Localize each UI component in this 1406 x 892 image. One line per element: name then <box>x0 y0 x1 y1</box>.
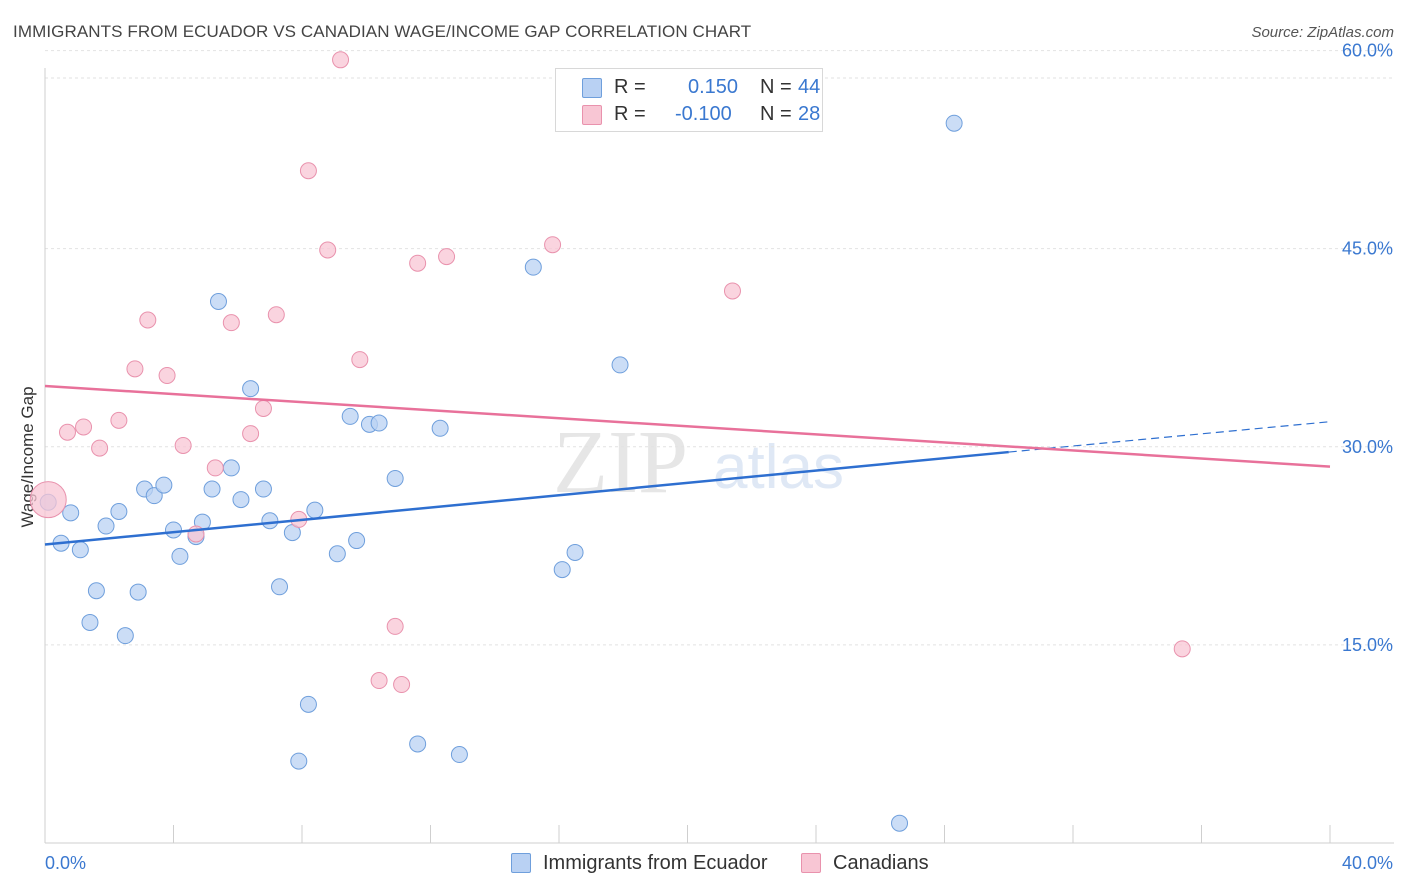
canadians-legend-swatch <box>801 853 821 873</box>
ecuador-point <box>254 480 272 498</box>
ecuador-point <box>306 501 324 519</box>
source-label: Source: ZipAtlas.com <box>1251 24 1394 41</box>
chart-title: IMMIGRANTS FROM ECUADOR VS CANADIAN WAGE… <box>13 22 752 41</box>
canadians-swatch <box>582 105 602 125</box>
ecuador-point <box>450 746 468 764</box>
ecuador-legend-swatch <box>511 853 531 873</box>
canadians-point <box>206 459 224 477</box>
ecuador-legend-label: Immigrants from Ecuador <box>543 852 768 874</box>
ecuador-point <box>97 517 115 535</box>
ecuador-point <box>209 293 227 311</box>
ecuador-point <box>203 480 221 498</box>
canadians-point <box>438 248 456 266</box>
ecuador-point <box>524 258 542 276</box>
canadians-point <box>370 672 388 690</box>
r-value: -0.100 <box>675 103 732 125</box>
stats-legend: R = 0.150 N = 44 R = -0.100 N = 28 <box>555 68 823 132</box>
ecuador-point <box>891 814 909 832</box>
canadians-point <box>319 241 337 259</box>
ecuador-point <box>370 414 388 432</box>
y-tick-label: 60.0% <box>1342 41 1393 61</box>
ecuador-point <box>611 356 629 374</box>
ecuador-point <box>553 561 571 579</box>
canadians-point <box>299 162 317 180</box>
canadians-point <box>409 254 427 272</box>
canadians-point <box>544 236 562 254</box>
canadians-point <box>332 51 350 69</box>
ecuador-point <box>71 541 89 559</box>
ecuador-trend-extension <box>1008 421 1331 453</box>
canadians-point <box>110 411 128 429</box>
canadians-point <box>75 418 93 436</box>
r-label: R = <box>614 76 646 98</box>
ecuador-point <box>145 487 163 505</box>
ecuador-point <box>110 502 128 520</box>
ecuador-point <box>566 543 584 561</box>
ecuador-swatch <box>582 78 602 98</box>
canadians-point <box>1173 640 1191 658</box>
watermark-atlas: atlas <box>713 433 844 502</box>
ecuador-point <box>386 469 404 487</box>
canadians-point <box>351 351 369 369</box>
ecuador-point <box>431 419 449 437</box>
ecuador-point <box>87 582 105 600</box>
ecuador-point <box>299 695 317 713</box>
ecuador-point <box>261 512 279 530</box>
n-label: N = <box>760 76 792 98</box>
ecuador-point <box>271 578 289 596</box>
x-tick-label: 40.0% <box>1342 853 1393 873</box>
n-value: 28 <box>798 103 821 125</box>
n-value: 44 <box>798 76 821 98</box>
ecuador-point <box>945 114 963 132</box>
canadians-point <box>267 306 285 324</box>
canadians-point <box>158 366 176 384</box>
canadians-point <box>91 439 109 457</box>
ecuador-point <box>290 752 308 770</box>
ecuador-point <box>116 627 134 645</box>
canadians-legend-label: Canadians <box>833 852 929 874</box>
ecuador-point <box>409 735 427 753</box>
ecuador-point <box>81 613 99 631</box>
canadians-point <box>242 425 260 443</box>
x-tick-label: 0.0% <box>45 853 86 873</box>
canadians-point <box>254 399 272 417</box>
canadians-point <box>222 314 240 332</box>
canadians-point <box>174 436 192 454</box>
ecuador-trend-line <box>44 450 1009 546</box>
ecuador-point <box>155 476 173 494</box>
watermark-zip: ZIP <box>553 413 688 512</box>
ecuador-point <box>129 583 147 601</box>
ecuador-point <box>62 504 80 522</box>
y-tick-label: 30.0% <box>1342 437 1393 457</box>
canadians-trend-line <box>44 384 1331 468</box>
canadians-point <box>386 617 404 635</box>
ecuador-point <box>341 407 359 425</box>
r-label: R = <box>614 103 646 125</box>
ecuador-point <box>165 521 182 539</box>
canadians-point <box>723 282 741 300</box>
y-tick-label: 15.0% <box>1342 635 1393 655</box>
canadians-point <box>58 423 76 441</box>
ecuador-point <box>348 532 366 550</box>
canadians-point <box>29 481 67 519</box>
canadians-point <box>126 360 144 378</box>
canadians-point <box>139 311 157 329</box>
ecuador-point <box>242 380 260 398</box>
r-value: 0.150 <box>688 76 739 98</box>
y-tick-label: 45.0% <box>1342 239 1393 259</box>
ecuador-point <box>171 547 189 565</box>
ecuador-point <box>222 459 240 477</box>
canadians-point <box>393 676 411 694</box>
n-label: N = <box>760 103 792 125</box>
ecuador-point <box>328 545 346 563</box>
ecuador-point <box>232 491 250 509</box>
